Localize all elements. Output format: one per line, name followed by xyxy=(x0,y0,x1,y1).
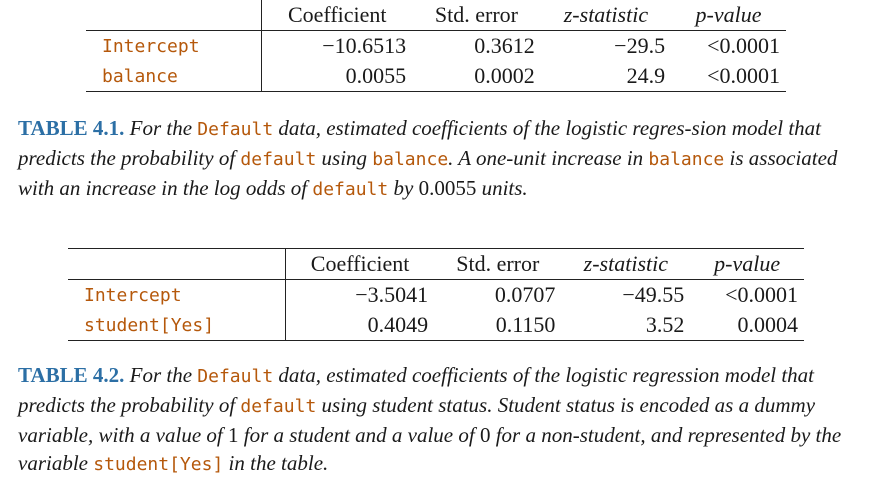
caption-label: TABLE 4.2. xyxy=(18,363,125,387)
caption-text: data, estimated coefficients of the logi… xyxy=(18,363,815,417)
caption-text: For the xyxy=(124,363,198,387)
caption-code: student[Yes] xyxy=(93,454,224,475)
caption-number: 0 xyxy=(479,423,491,447)
caption-text: for a student and a value of xyxy=(238,423,480,447)
cell-p-value: 0.0004 xyxy=(690,310,804,341)
table-caption-4-1: TABLE 4.1. For the Default data, estimat… xyxy=(18,114,860,204)
header-z-statistic: z-statistic xyxy=(540,0,672,31)
cell-z-statistic: 3.52 xyxy=(561,310,691,341)
caption-number: 0.0055 xyxy=(418,176,477,200)
caption-code: default xyxy=(240,396,317,417)
caption-text: . A one-unit increase in xyxy=(448,146,649,170)
caption-code: default xyxy=(312,179,389,200)
coefficient-table-4-2: Coefficient Std. error z-statistic p-val… xyxy=(68,248,804,341)
cell-coefficient: 0.0055 xyxy=(261,61,413,92)
cell-std-error: 0.3612 xyxy=(474,33,535,58)
header-empty-cell xyxy=(86,0,263,31)
table-row: student[Yes] 0.4049 0.1150 3.52 0.0004 xyxy=(68,310,804,341)
cell-z-statistic: −29.5 xyxy=(614,33,666,58)
caption-text: by xyxy=(388,176,419,200)
header-p-value: p-value xyxy=(690,248,804,280)
caption-text: using student status. Student status is … xyxy=(18,393,816,447)
cell-z-statistic: −49.55 xyxy=(622,282,685,307)
header-empty-cell xyxy=(68,248,287,280)
cell-p-value: <0.0001 xyxy=(671,61,786,92)
header-coefficient: Coefficient xyxy=(261,0,413,31)
cell-p-value: <0.0001 xyxy=(725,282,798,307)
header-std-error: Std. error xyxy=(412,0,541,31)
caption-number: 1 xyxy=(227,423,239,447)
caption-text: For the xyxy=(124,116,198,140)
row-label-intercept: Intercept xyxy=(86,30,263,61)
table-header-row: Coefficient Std. error z-statistic p-val… xyxy=(68,248,804,280)
caption-text: units. xyxy=(476,176,528,200)
table-header-row: Coefficient Std. error z-statistic p-val… xyxy=(86,0,786,31)
cell-p-value: <0.0001 xyxy=(707,33,780,58)
table-row: Intercept −10.6513 0.3612 −29.5 <0.0001 xyxy=(86,30,786,61)
row-label-student-yes: student[Yes] xyxy=(68,310,287,341)
cell-coefficient: −10.6513 xyxy=(322,33,407,58)
table-row: Intercept −3.5041 0.0707 −49.55 <0.0001 xyxy=(68,279,804,310)
coefficient-table-4-1: Coefficient Std. error z-statistic p-val… xyxy=(86,0,786,92)
row-label-balance: balance xyxy=(86,61,263,92)
cell-z-statistic: 24.9 xyxy=(540,61,672,92)
header-coefficient: Coefficient xyxy=(285,248,435,280)
table-caption-4-2: TABLE 4.2. For the Default data, estimat… xyxy=(18,361,860,479)
header-std-error: Std. error xyxy=(434,248,562,280)
cell-std-error: 0.0002 xyxy=(412,61,541,92)
caption-text: in the table. xyxy=(223,451,329,475)
caption-text: data, estimated coefficients of the logi… xyxy=(18,116,822,170)
cell-std-error: 0.0707 xyxy=(494,282,556,307)
table-row: balance 0.0055 0.0002 24.9 <0.0001 xyxy=(86,61,786,92)
header-z-statistic: z-statistic xyxy=(561,248,691,280)
caption-code: default xyxy=(240,149,317,170)
caption-text: is associated with an increase in the lo… xyxy=(18,146,838,200)
row-label-intercept: Intercept xyxy=(68,279,287,310)
cell-std-error: 0.1150 xyxy=(434,310,562,341)
caption-code: balance xyxy=(372,149,449,170)
caption-code: balance xyxy=(648,149,725,170)
caption-code: Default xyxy=(197,119,274,140)
header-p-value: p-value xyxy=(671,0,786,31)
caption-label: TABLE 4.1. xyxy=(18,116,125,140)
caption-code: Default xyxy=(197,366,274,387)
caption-text: using xyxy=(316,146,373,170)
cell-coefficient: 0.4049 xyxy=(285,310,435,341)
cell-coefficient: −3.5041 xyxy=(355,282,429,307)
